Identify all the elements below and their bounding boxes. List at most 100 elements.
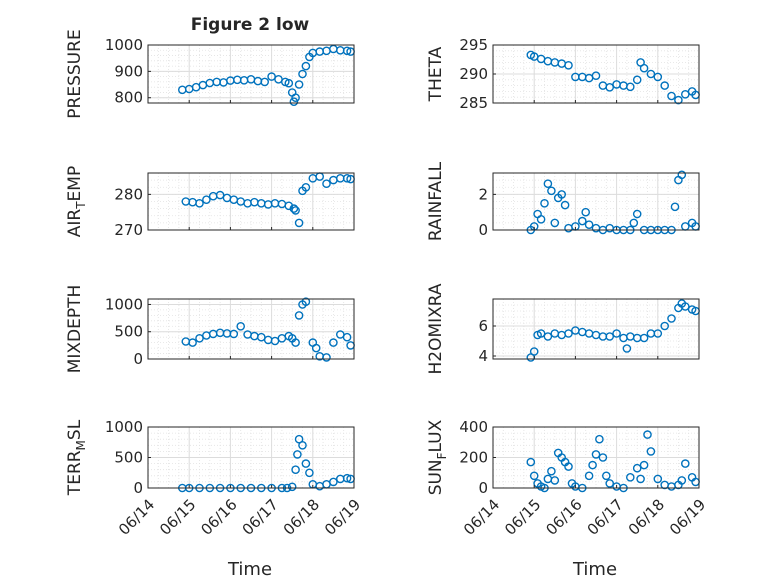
y-tick-label: 285 bbox=[459, 94, 488, 112]
data-point bbox=[529, 471, 539, 481]
data-point bbox=[322, 179, 331, 188]
x-tick-label: 06/14 bbox=[460, 496, 503, 539]
data-point bbox=[289, 97, 299, 106]
data-point bbox=[293, 450, 302, 459]
data-point bbox=[578, 216, 587, 226]
data-point bbox=[598, 453, 608, 462]
data-point bbox=[626, 472, 635, 482]
data-point bbox=[626, 82, 635, 92]
data-point bbox=[591, 450, 601, 459]
data-point bbox=[202, 195, 211, 204]
data-point bbox=[605, 83, 615, 92]
y-axis-label: AIRTEMP bbox=[65, 166, 88, 237]
data-point bbox=[215, 190, 225, 200]
data-point bbox=[284, 78, 294, 88]
axes-box bbox=[147, 172, 355, 231]
data-point bbox=[298, 440, 307, 450]
data-point bbox=[329, 338, 338, 347]
data-point bbox=[526, 457, 536, 467]
data-point bbox=[547, 186, 556, 196]
data-point bbox=[305, 468, 314, 478]
data-point bbox=[653, 474, 663, 484]
x-tick-label: 06/15 bbox=[501, 496, 544, 539]
data-point bbox=[557, 190, 567, 199]
data-point bbox=[584, 471, 594, 481]
data-point bbox=[536, 214, 546, 224]
data-point bbox=[195, 198, 204, 208]
data-point bbox=[581, 207, 591, 217]
data-point bbox=[322, 353, 331, 362]
x-tick-label: 06/14 bbox=[115, 496, 158, 539]
y-tick-label: 270 bbox=[114, 221, 143, 239]
data-point bbox=[646, 69, 656, 79]
panel-air: 270 280 AIRTEMP bbox=[65, 166, 355, 239]
data-point bbox=[543, 179, 553, 188]
data-point bbox=[677, 476, 687, 485]
x-tick-label: 06/18 bbox=[280, 496, 323, 539]
x-tick-label: 06/16 bbox=[542, 496, 585, 539]
data-point bbox=[629, 218, 639, 228]
data-point bbox=[639, 63, 649, 73]
panel-h2omixra: 4 6 H2OMIXRA bbox=[426, 283, 700, 375]
data-point bbox=[550, 476, 560, 485]
data-point bbox=[564, 61, 573, 70]
data-point bbox=[681, 459, 690, 468]
data-point bbox=[291, 93, 300, 102]
y-tick-label: 0 bbox=[478, 221, 488, 239]
data-point bbox=[639, 460, 649, 470]
data-point bbox=[291, 338, 300, 347]
data-point bbox=[632, 75, 642, 85]
axes-box bbox=[492, 172, 700, 231]
x-tick-label: 06/15 bbox=[156, 496, 199, 539]
data-point bbox=[301, 182, 311, 192]
y-tick-label: 280 bbox=[114, 185, 143, 203]
y-tick-label: 1000 bbox=[105, 418, 143, 436]
data-point bbox=[674, 95, 683, 105]
y-axis-label: PRESSURE bbox=[65, 29, 85, 118]
y-axis-label: RAINFALL bbox=[426, 161, 446, 241]
y-tick-label: 800 bbox=[114, 89, 143, 107]
data-point bbox=[632, 209, 642, 219]
data-point bbox=[291, 206, 300, 215]
data-point bbox=[287, 482, 297, 492]
y-tick-label: 6 bbox=[478, 317, 488, 335]
axes-box bbox=[492, 298, 700, 360]
y-tick-label: 500 bbox=[114, 323, 143, 341]
y-tick-label: 400 bbox=[459, 418, 488, 436]
y-tick-label: 1000 bbox=[105, 36, 143, 54]
x-tick-label: 06/19 bbox=[321, 496, 364, 539]
data-point bbox=[667, 314, 676, 323]
data-point bbox=[612, 329, 621, 338]
y-axis-label: THETA bbox=[426, 46, 446, 102]
y-tick-label: 0 bbox=[133, 479, 143, 497]
data-point bbox=[547, 466, 556, 476]
data-point bbox=[540, 198, 549, 208]
data-point bbox=[301, 459, 311, 468]
data-point bbox=[294, 218, 304, 228]
data-point bbox=[301, 297, 311, 307]
data-point bbox=[681, 302, 690, 311]
x-tick-label: 06/19 bbox=[666, 496, 709, 539]
data-point bbox=[639, 333, 649, 343]
y-axis-label: SUNFLUX bbox=[426, 419, 449, 495]
data-point bbox=[329, 477, 338, 487]
y-tick-label: 1000 bbox=[105, 295, 143, 313]
data-point bbox=[602, 471, 611, 481]
data-point bbox=[294, 311, 304, 320]
data-point bbox=[584, 220, 594, 229]
y-tick-label: 4 bbox=[478, 347, 488, 365]
data-point bbox=[605, 332, 615, 341]
data-point bbox=[653, 329, 663, 338]
axes-box bbox=[147, 298, 355, 360]
panel-mixdepth: 0 500 1000 MIXDEPTH bbox=[65, 285, 355, 373]
panel-rainfall: 0 2 RAINFALL bbox=[426, 161, 700, 241]
data-point bbox=[588, 460, 597, 470]
data-point bbox=[660, 321, 670, 331]
data-point bbox=[536, 329, 546, 338]
figure-title: Figure 2 low bbox=[191, 15, 310, 35]
data-point bbox=[260, 77, 270, 87]
y-axis-label: TERRMSL bbox=[65, 419, 88, 496]
data-point bbox=[342, 332, 352, 342]
data-point bbox=[229, 329, 239, 339]
data-point bbox=[236, 321, 245, 331]
